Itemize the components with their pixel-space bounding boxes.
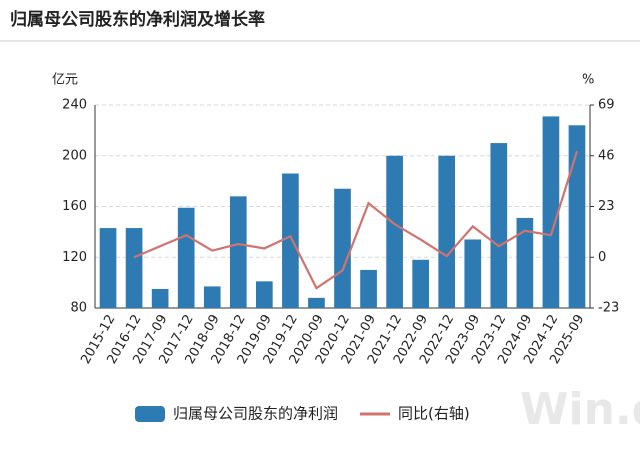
bar (464, 239, 482, 308)
bar (490, 143, 508, 308)
bar (542, 116, 560, 308)
bar (151, 288, 169, 308)
y2-tick-label: 0 (598, 250, 606, 265)
bar (99, 228, 117, 308)
y-tick-label: 200 (62, 148, 87, 163)
y2-unit: % (582, 73, 594, 88)
bar (568, 125, 586, 308)
bar (282, 173, 299, 308)
bar (308, 297, 325, 308)
legend-label: 同比(右轴) (398, 405, 470, 423)
y2-tick-label: 23 (598, 199, 615, 214)
bar (177, 207, 195, 308)
chart-title: 归属母公司股东的净利润及增长率 (10, 9, 265, 30)
bar (229, 196, 247, 308)
y2-tick-label: -23 (598, 301, 619, 316)
legend-swatch (135, 406, 165, 422)
line (133, 151, 579, 290)
y2-tick-label: 69 (598, 98, 615, 113)
bar (360, 269, 377, 308)
y-tick-label: 160 (62, 199, 87, 214)
bar (516, 217, 534, 308)
y2-tick-label: 46 (598, 148, 615, 163)
bar (412, 259, 429, 308)
bar (125, 228, 143, 308)
watermark: Win.d (520, 384, 640, 435)
y-tick-label: 120 (62, 250, 87, 265)
bar (386, 155, 403, 308)
bar (256, 281, 273, 308)
y-unit: 亿元 (52, 73, 78, 88)
y-tick-label: 240 (62, 98, 87, 113)
bar (438, 155, 456, 308)
bar (334, 188, 351, 308)
legend-label: 归属母公司股东的净利润 (173, 405, 338, 423)
bar (203, 286, 221, 308)
y-tick-label: 80 (70, 301, 87, 316)
